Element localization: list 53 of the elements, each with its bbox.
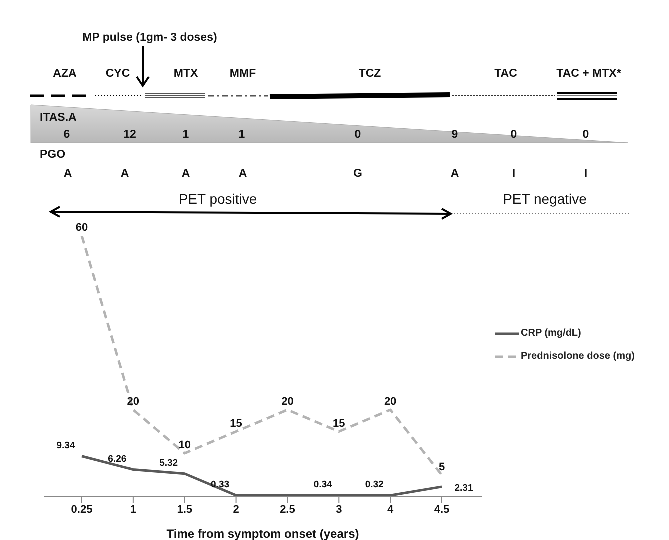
text: ITAS.A (40, 112, 77, 124)
text: PET negative (503, 191, 588, 207)
text: 1 (238, 129, 246, 141)
x-tick-label: 2 (233, 504, 240, 516)
text: A (450, 168, 460, 180)
text: TAC + MTX* (556, 68, 622, 80)
data-label: 10 (178, 440, 191, 452)
data-label: 5.32 (160, 458, 178, 469)
data-label: 60 (76, 222, 88, 234)
text: 0 (510, 129, 518, 141)
text: 0 (582, 129, 590, 141)
data-label: 6.26 (108, 454, 127, 465)
x-tick-label: 1 (130, 504, 136, 516)
legend-label: Prednisolone dose (mg) (521, 351, 635, 362)
data-label: 0.32 (365, 480, 384, 491)
text: MP pulse (1gm- 3 doses) (82, 32, 218, 44)
text: A (238, 168, 248, 180)
text: A (182, 168, 190, 180)
data-label: 2.31 (454, 482, 474, 494)
text: G (354, 168, 363, 180)
data-label: 20 (127, 396, 140, 408)
text: 0 (354, 129, 362, 141)
text: I (584, 168, 588, 180)
x-tick-label: 4 (388, 504, 395, 516)
text: A (64, 168, 72, 180)
text: MTX (174, 68, 198, 80)
text: A (120, 168, 130, 180)
data-label: 15 (333, 418, 346, 430)
data-label: 20 (384, 396, 397, 408)
text: I (512, 168, 516, 180)
text: PGO (40, 149, 66, 161)
data-label: 9.34 (56, 440, 76, 452)
text: 12 (124, 129, 136, 141)
text: TAC (494, 68, 518, 80)
text: MMF (230, 68, 256, 80)
data-label: 20 (282, 396, 294, 408)
x-tick-label: 4.5 (434, 504, 450, 516)
text: CYC (106, 68, 130, 80)
text: AZA (53, 68, 77, 80)
text: 6 (64, 129, 70, 141)
data-label: 15 (230, 418, 242, 430)
data-label: 0.34 (314, 480, 334, 491)
x-tick-label: 1.5 (177, 504, 193, 516)
x-tick-label: 3 (336, 504, 342, 516)
x-tick-label: 2.5 (280, 504, 296, 516)
data-label: 5 (438, 461, 446, 474)
text: 9 (452, 129, 458, 141)
text: 1 (182, 129, 190, 141)
x-tick-label: 0.25 (71, 504, 93, 516)
data-label: 0.33 (211, 480, 230, 491)
text: PET positive (178, 191, 258, 207)
legend-label: CRP (mg/dL) (521, 328, 582, 339)
text: TCZ (358, 68, 382, 80)
